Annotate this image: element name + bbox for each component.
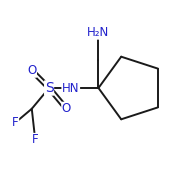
Text: O: O <box>27 64 36 77</box>
Text: H₂N: H₂N <box>87 26 110 39</box>
Text: S: S <box>45 81 53 95</box>
Text: HN: HN <box>62 81 79 95</box>
Text: F: F <box>32 133 39 146</box>
Text: F: F <box>12 116 19 129</box>
Text: O: O <box>62 102 71 115</box>
